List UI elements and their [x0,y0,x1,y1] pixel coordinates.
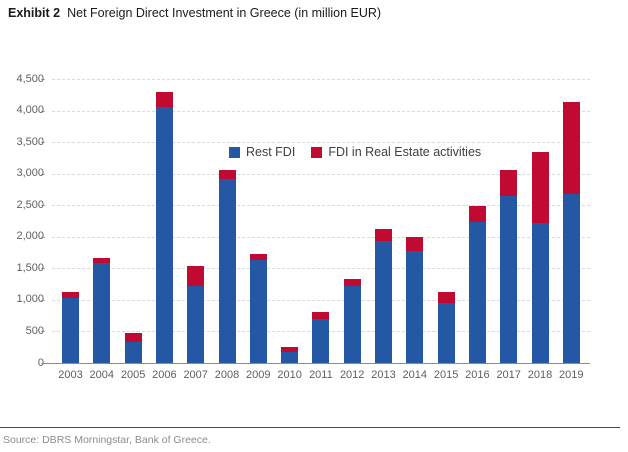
footer-divider [0,427,620,428]
chart-title: Exhibit 2 Net Foreign Direct Investment i… [8,6,381,20]
bar-2006-real-estate [155,92,173,108]
bar-2018-rest-fdi [531,222,549,363]
y-tick-mark-2000 [41,236,45,238]
y-tick-mark-0 [41,363,45,364]
x-tick-label-2013: 2013 [371,369,396,381]
bar-2012-rest-fdi [343,286,361,363]
bar-2016-rest-fdi [468,221,486,363]
bar-2016-real-estate [468,206,486,222]
x-tick-label-2004: 2004 [89,369,115,381]
y-tick-label-1000: 1,000 [16,293,44,306]
exhibit-number: Exhibit 2 [8,6,61,20]
y-tick-mark-500 [41,331,45,333]
x-tick-label-2008: 2008 [214,369,240,381]
bar-2015-rest-fdi [437,303,455,363]
bar-2005-rest-fdi [124,342,142,363]
rest-fdi-swatch [229,146,240,158]
bar-2007-rest-fdi [187,286,205,363]
legend-label-real-estate: FDI in Real Estate activities [328,145,482,159]
bar-2004-rest-fdi [93,262,111,363]
y-tick-label-3500: 3,500 [16,135,44,148]
x-axis-line [44,363,590,364]
bar-2003-rest-fdi [62,297,79,363]
gridline-1500 [52,268,590,270]
source-attribution: Source: DBRS Morningstar, Bank of Greece… [3,434,211,446]
x-tick-label-2014: 2014 [402,369,428,381]
x-tick-label-2018: 2018 [527,369,553,381]
gridline-1000 [52,299,590,301]
x-tick-label-2006: 2006 [152,369,177,381]
bar-2007-real-estate [187,266,205,286]
y-tick-mark-3000 [41,173,45,175]
x-tick-label-2009: 2009 [246,369,271,381]
bar-2011-rest-fdi [312,318,330,363]
x-tick-label-2019: 2019 [559,369,584,381]
x-tick-label-2017: 2017 [496,369,521,381]
bar-2009-real-estate [249,253,267,261]
bar-2017-rest-fdi [500,195,518,363]
y-tick-mark-4000 [41,110,45,112]
gridline-3000 [52,173,590,175]
gridline-4500 [52,79,590,80]
bar-2008-real-estate [218,169,236,179]
bar-2006-rest-fdi [155,107,173,363]
x-tick-label-2007: 2007 [183,369,208,381]
bar-2005-real-estate [124,332,142,343]
x-tick-label-2003: 2003 [58,369,83,381]
y-tick-mark-1000 [41,299,45,301]
bar-2019-real-estate [562,102,580,195]
y-tick-mark-3500 [41,142,45,144]
real-estate-swatch [311,146,323,158]
bar-2019-rest-fdi [562,194,580,363]
chart-title-text: Net Foreign Direct Investment in Greece … [67,6,382,20]
y-tick-label-4000: 4,000 [16,104,44,117]
bar-2009-rest-fdi [249,260,267,363]
bar-2010-real-estate [281,346,299,353]
bar-2004-real-estate [93,257,111,263]
y-tick-label-1500: 1,500 [16,261,44,274]
y-tick-label-4500: 4,500 [16,72,44,85]
y-tick-mark-2500 [41,205,45,207]
y-tick-label-3000: 3,000 [16,167,44,180]
y-tick-mark-1500 [41,268,45,270]
x-tick-label-2005: 2005 [120,369,146,381]
gridline-4000 [52,110,590,112]
bar-2011-real-estate [312,311,330,319]
bar-2010-rest-fdi [281,352,299,363]
bar-2013-rest-fdi [375,240,392,363]
gridline-2000 [52,236,590,238]
legend-label-rest-fdi: Rest FDI [246,145,296,159]
bar-2014-rest-fdi [406,250,424,363]
y-tick-label-2500: 2,500 [16,198,44,211]
x-tick-label-2016: 2016 [465,369,490,381]
y-tick-label-0: 0 [37,356,44,369]
y-tick-label-500: 500 [25,324,44,337]
bar-2013-real-estate [375,228,392,241]
x-tick-label-2010: 2010 [277,369,302,381]
y-tick-mark-4500 [41,79,45,80]
bar-2008-rest-fdi [218,178,236,363]
x-tick-label-2015: 2015 [433,369,459,381]
y-tick-label-2000: 2,000 [16,230,44,243]
bar-2018-real-estate [531,151,549,223]
bar-2003-real-estate [62,291,79,298]
x-tick-label-2011: 2011 [309,369,333,381]
legend-item-real-estate: FDI in Real Estate activities [311,145,481,159]
x-tick-label-2012: 2012 [339,369,365,381]
bar-2014-real-estate [406,236,424,251]
bar-2015-real-estate [437,291,455,304]
legend-item-rest-fdi: Rest FDI [229,145,295,159]
bar-2017-real-estate [500,169,518,196]
gridline-2500 [52,205,590,207]
gridline-3500 [52,142,590,144]
legend: Rest FDI FDI in Real Estate activities [229,145,481,159]
bar-2012-real-estate [343,279,361,286]
